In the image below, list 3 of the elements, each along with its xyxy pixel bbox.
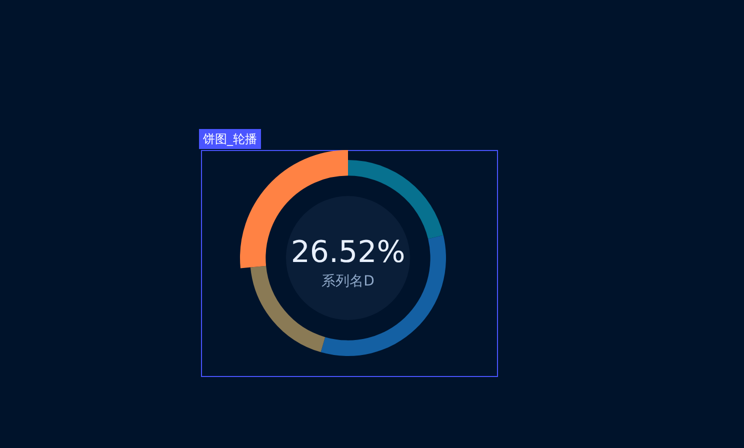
text: 饼图_轮播 bbox=[199, 129, 261, 149]
slice-label: 系列名D bbox=[322, 274, 374, 290]
data-label: 26.52% bbox=[290, 234, 406, 270]
